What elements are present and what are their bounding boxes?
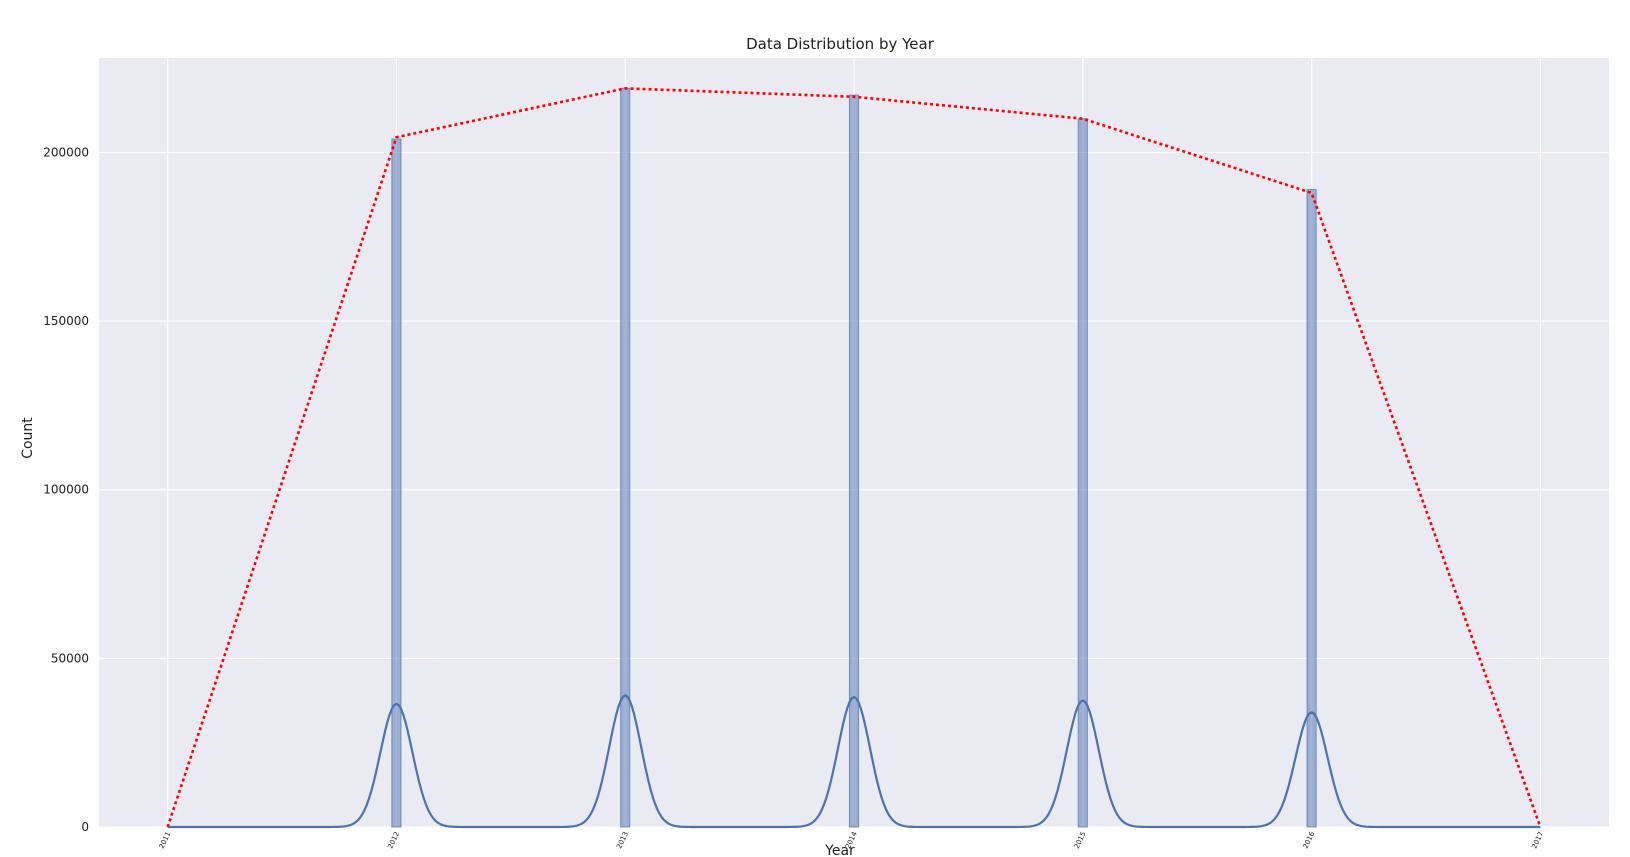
x-tick-label: 2013	[615, 830, 630, 850]
bar	[391, 138, 402, 828]
y-tick-labels: 0 50000 100000 150000 200000	[43, 145, 89, 834]
trend-line	[166, 87, 1542, 828]
x-tick-label: 2015	[1073, 830, 1088, 850]
y-tick-label: 200000	[43, 145, 89, 159]
trend-line-path	[166, 87, 1542, 828]
bar	[620, 87, 631, 828]
chart-title: Data Distribution by Year	[746, 35, 935, 53]
bar	[848, 94, 860, 828]
x-tick-label: 2012	[386, 830, 401, 850]
x-tick-label: 2011	[158, 830, 173, 850]
y-tick-label: 150000	[43, 314, 89, 328]
y-tick-label: 0	[81, 820, 89, 834]
kde-curve	[167, 694, 1541, 829]
kde-line	[167, 694, 1541, 829]
bar	[1306, 189, 1317, 828]
bar	[1077, 118, 1088, 828]
y-axis-label: Count	[20, 417, 36, 459]
x-tick-label: 2017	[1530, 830, 1545, 850]
bars	[391, 87, 1317, 828]
x-axis-label: Year	[824, 843, 855, 857]
y-tick-label: 100000	[43, 483, 89, 497]
x-tick-label: 2016	[1302, 830, 1317, 850]
y-tick-label: 50000	[51, 651, 89, 665]
